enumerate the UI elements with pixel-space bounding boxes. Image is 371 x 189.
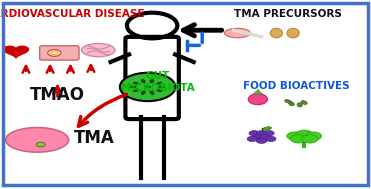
Circle shape — [287, 132, 303, 140]
Ellipse shape — [130, 86, 137, 88]
Circle shape — [51, 51, 58, 55]
Ellipse shape — [287, 28, 299, 38]
Circle shape — [305, 132, 322, 140]
Circle shape — [266, 136, 276, 142]
Circle shape — [249, 131, 259, 136]
Ellipse shape — [156, 82, 162, 84]
Text: TMA PRECURSORS: TMA PRECURSORS — [234, 9, 341, 19]
Circle shape — [290, 135, 307, 143]
Circle shape — [256, 138, 267, 143]
Ellipse shape — [270, 28, 283, 38]
Text: TMA: TMA — [74, 129, 115, 147]
Text: CARDIOVASCULAR DISEASE: CARDIOVASCULAR DISEASE — [0, 9, 145, 19]
Text: TMAO: TMAO — [30, 85, 85, 104]
Ellipse shape — [134, 89, 139, 92]
Ellipse shape — [224, 28, 250, 38]
FancyBboxPatch shape — [40, 46, 79, 60]
Ellipse shape — [145, 86, 151, 88]
Ellipse shape — [297, 103, 302, 107]
Circle shape — [260, 134, 270, 140]
Circle shape — [48, 50, 61, 56]
Ellipse shape — [141, 91, 145, 94]
Ellipse shape — [82, 43, 115, 57]
Ellipse shape — [150, 80, 154, 83]
Polygon shape — [3, 46, 29, 58]
Ellipse shape — [134, 82, 139, 84]
Ellipse shape — [141, 80, 145, 83]
Ellipse shape — [248, 94, 267, 105]
Text: FOOD BIOACTIVES: FOOD BIOACTIVES — [243, 81, 350, 91]
Circle shape — [253, 134, 263, 140]
Ellipse shape — [6, 128, 69, 152]
Ellipse shape — [285, 100, 292, 103]
Ellipse shape — [289, 102, 294, 106]
Circle shape — [302, 135, 318, 143]
Ellipse shape — [301, 101, 307, 104]
Circle shape — [247, 136, 257, 142]
Circle shape — [256, 131, 267, 136]
Ellipse shape — [263, 127, 271, 130]
Circle shape — [120, 73, 175, 101]
Circle shape — [36, 142, 45, 147]
Text: GUT
MICROBIOTA: GUT MICROBIOTA — [121, 71, 194, 93]
Ellipse shape — [158, 86, 165, 88]
Circle shape — [296, 130, 312, 138]
Circle shape — [264, 131, 274, 136]
Ellipse shape — [156, 89, 162, 92]
Ellipse shape — [150, 91, 154, 94]
